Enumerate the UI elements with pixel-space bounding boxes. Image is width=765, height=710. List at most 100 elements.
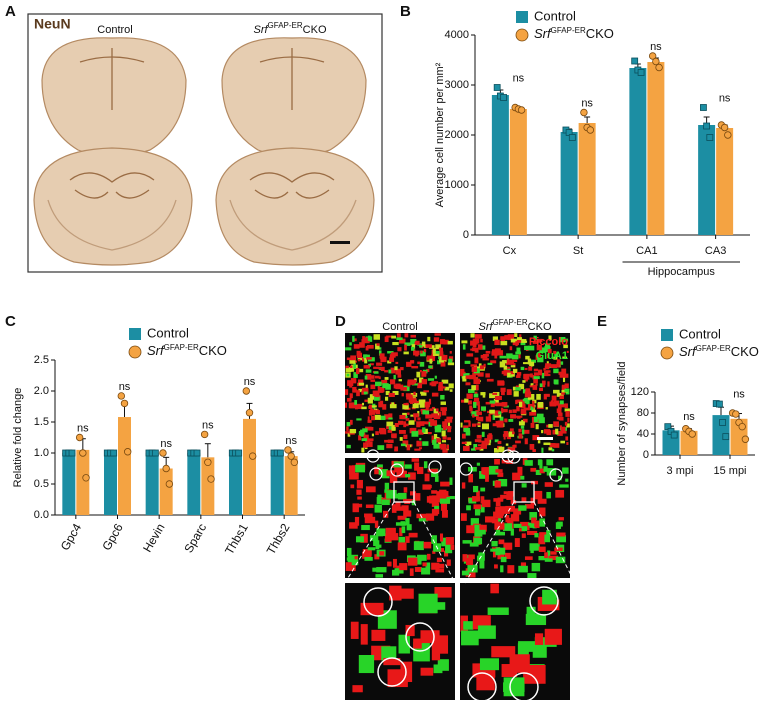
puncta xyxy=(348,465,356,475)
y-tick-label: 2.5 xyxy=(34,354,49,366)
puncta xyxy=(556,408,562,414)
x-tick-label: Gpc6 xyxy=(99,521,126,553)
puncta xyxy=(374,414,381,420)
puncta xyxy=(471,423,477,427)
puncta xyxy=(462,554,468,562)
data-point xyxy=(722,433,730,441)
bar xyxy=(509,109,527,235)
puncta xyxy=(485,350,491,354)
puncta xyxy=(389,379,396,385)
puncta xyxy=(419,345,423,348)
data-point xyxy=(117,392,125,400)
x-tick-label: CA3 xyxy=(705,245,726,257)
puncta xyxy=(428,365,433,369)
puncta xyxy=(348,368,355,372)
puncta xyxy=(440,481,450,487)
puncta xyxy=(487,434,493,440)
puncta xyxy=(518,421,525,426)
data-point xyxy=(716,400,723,408)
puncta xyxy=(460,422,463,428)
data-point xyxy=(568,134,576,141)
puncta xyxy=(441,410,447,416)
puncta xyxy=(518,565,528,573)
puncta xyxy=(433,512,438,516)
puncta xyxy=(494,480,501,488)
puncta xyxy=(473,485,479,493)
puncta xyxy=(431,435,434,440)
puncta xyxy=(447,362,455,366)
puncta xyxy=(419,361,425,367)
puncta xyxy=(500,494,508,499)
puncta xyxy=(392,390,399,395)
highlight-circle xyxy=(467,672,497,702)
puncta xyxy=(486,440,489,446)
data-point xyxy=(162,464,170,473)
puncta xyxy=(408,396,416,403)
puncta xyxy=(533,372,540,376)
puncta xyxy=(486,378,494,382)
puncta xyxy=(419,437,422,441)
puncta xyxy=(358,655,375,674)
puncta xyxy=(365,486,376,493)
puncta xyxy=(423,541,432,549)
puncta xyxy=(546,491,551,499)
puncta xyxy=(518,505,527,511)
puncta xyxy=(375,544,382,548)
y-tick-label: 120 xyxy=(631,386,649,398)
puncta xyxy=(395,501,401,508)
puncta xyxy=(492,336,498,341)
puncta xyxy=(433,664,443,674)
puncta xyxy=(411,430,419,437)
puncta xyxy=(411,458,420,462)
puncta xyxy=(541,380,546,385)
puncta xyxy=(488,413,491,418)
label-run: Srf xyxy=(478,321,493,333)
puncta xyxy=(504,418,508,423)
puncta xyxy=(375,381,382,387)
puncta xyxy=(405,418,410,421)
puncta xyxy=(407,379,415,385)
data-point xyxy=(245,409,254,417)
puncta xyxy=(399,338,406,344)
puncta xyxy=(404,464,412,469)
data-point xyxy=(165,480,174,488)
puncta xyxy=(399,414,406,420)
puncta xyxy=(419,421,425,426)
puncta xyxy=(495,506,505,516)
puncta xyxy=(366,354,370,358)
panel-letter: A xyxy=(5,3,16,20)
highlight-circle xyxy=(405,622,435,652)
puncta xyxy=(387,439,394,443)
puncta xyxy=(439,347,444,353)
puncta xyxy=(423,390,430,393)
puncta xyxy=(492,414,496,420)
puncta xyxy=(512,472,521,481)
puncta xyxy=(559,484,569,488)
data-point xyxy=(159,449,167,457)
puncta xyxy=(364,375,368,380)
data-point xyxy=(706,134,714,141)
puncta xyxy=(466,393,473,399)
puncta xyxy=(538,556,548,561)
puncta xyxy=(467,400,472,405)
puncta xyxy=(465,375,473,379)
puncta xyxy=(386,425,392,430)
puncta xyxy=(384,370,389,373)
puncta xyxy=(347,380,354,387)
puncta xyxy=(497,350,504,356)
puncta xyxy=(363,434,369,440)
puncta xyxy=(480,444,485,449)
puncta xyxy=(434,586,452,598)
puncta xyxy=(539,459,543,469)
puncta xyxy=(377,387,385,393)
significance-label: ns xyxy=(160,438,172,450)
puncta xyxy=(373,371,379,374)
puncta xyxy=(474,347,479,353)
puncta xyxy=(359,342,365,348)
data-point xyxy=(120,399,129,408)
puncta xyxy=(479,559,485,569)
puncta xyxy=(532,449,536,453)
puncta xyxy=(564,421,568,426)
puncta xyxy=(431,354,436,359)
puncta xyxy=(418,593,438,614)
